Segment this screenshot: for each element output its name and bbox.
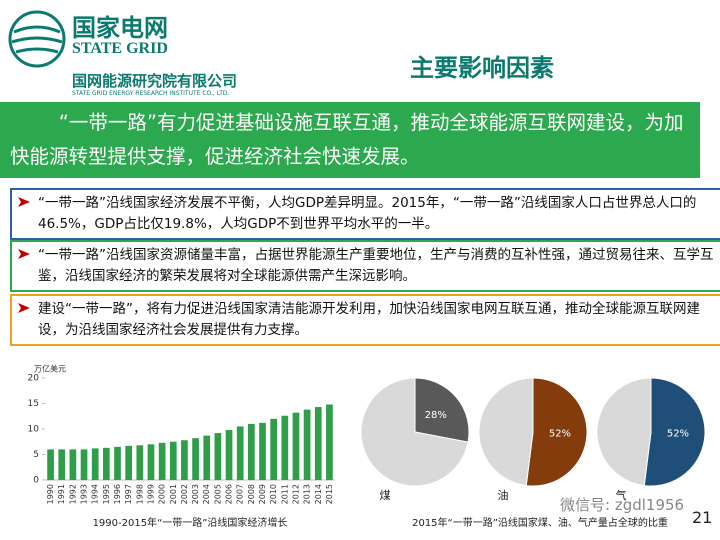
org-en: STATE GRID ENERGY RESEARCH INSTITUTE CO.… — [72, 90, 230, 97]
logo-en: STATE GRID — [72, 40, 168, 57]
bar — [292, 412, 300, 480]
pie-label: 气 — [616, 488, 627, 502]
bar — [214, 433, 222, 480]
bar-chart: 万亿美元 0 5 10 15 20 1990 1991 1992 1993 1994 1995 1996… — [28, 364, 335, 529]
bar — [80, 449, 88, 480]
bar — [303, 409, 311, 480]
logo-globe — [8, 10, 66, 68]
org-cn: 国网能源研究院有限公司 — [72, 72, 238, 90]
x-tick-label: 1999 — [146, 484, 155, 504]
bar — [281, 415, 289, 480]
bar — [136, 445, 144, 480]
bar — [58, 449, 66, 480]
x-tick-label: 2004 — [202, 484, 211, 504]
point-text: “一带一路”沿线国家经济发展不平衡，人均GDP差异明显。2015年，“一带一路”… — [38, 195, 697, 232]
bar — [114, 446, 121, 480]
bar — [326, 404, 333, 480]
chart-caption: 1990-2015年“一带一路”沿线国家经济增长 — [93, 516, 288, 529]
point-box: “一带一路”沿线国家资源储量丰富，占据世界能源生产重要地位，生产与消费的互补性强… — [10, 240, 720, 292]
bar — [169, 441, 177, 480]
x-tick-label: 2001 — [169, 484, 178, 504]
bar — [103, 447, 110, 480]
pie-label: 煤 — [380, 489, 391, 502]
x-tick-label: 2007 — [236, 484, 245, 504]
bullet-arrow — [18, 303, 30, 313]
x-tick-label: 2015 — [325, 484, 334, 504]
bar — [69, 449, 77, 480]
bar — [192, 438, 199, 480]
y-tick-label: 10 — [28, 425, 40, 435]
watermark: 微信号: zgdl1956 — [560, 496, 685, 514]
slide-title: 主要影响因素 — [410, 54, 554, 82]
x-tick-label: 2013 — [303, 484, 312, 504]
x-tick-label: 2012 — [291, 484, 300, 504]
x-tick-label: 2005 — [213, 484, 222, 504]
bar — [248, 423, 255, 480]
y-tick-label: 20 — [28, 374, 40, 384]
x-tick-label: 2014 — [314, 484, 323, 504]
bar — [158, 442, 166, 480]
bar — [236, 426, 244, 480]
x-tick-label: 1996 — [113, 484, 122, 504]
x-tick-label: 1993 — [80, 484, 89, 504]
y-tick-label: 5 — [33, 450, 39, 460]
page-number: 21 — [692, 508, 713, 527]
bar — [91, 448, 99, 480]
bar — [314, 407, 322, 480]
y-axis-label: 万亿美元 — [34, 364, 66, 374]
logo-cn: 国家电网 — [72, 14, 168, 42]
pie-label: 油 — [498, 488, 509, 502]
x-tick-label: 2002 — [180, 484, 189, 504]
bar — [259, 422, 266, 480]
x-tick-label: 1998 — [135, 484, 144, 504]
y-tick-label: 15 — [28, 399, 39, 409]
pie-slice — [596, 377, 652, 487]
x-tick-label: 2006 — [225, 484, 234, 504]
bar — [203, 435, 211, 480]
pie-charts: 28% 煤 52% 油 52% 气 2015年“一带一路”沿线国家煤、油、气产量占全球的比重 — [360, 377, 706, 529]
slice-label: 28% — [425, 410, 447, 421]
banner: “一带一路”有力促进基础设施互联互通，推动全球能源互联网建设，为加快能源转型提供… — [0, 102, 700, 178]
point-text: “一带一路”沿线国家资源储量丰富，占据世界能源生产重要地位，生产与消费的互补性强… — [38, 247, 714, 284]
x-tick-label: 1997 — [124, 484, 133, 504]
point-box: “一带一路”沿线国家经济发展不平衡，人均GDP差异明显。2015年，“一带一路”… — [10, 188, 720, 240]
x-tick-label: 1990 — [46, 484, 55, 504]
pie-slice — [525, 377, 588, 487]
slice-label: 52% — [667, 429, 689, 440]
x-tick-label: 2008 — [247, 484, 256, 504]
pie-slice — [414, 377, 470, 443]
slice-label: 52% — [549, 429, 571, 440]
bar — [225, 430, 233, 480]
bullet-arrow — [18, 249, 30, 259]
bullet-arrow — [18, 197, 30, 207]
pie-slice — [360, 377, 469, 487]
x-tick-label: 2009 — [258, 484, 267, 504]
pie-slice — [478, 377, 534, 487]
x-tick-label: 2000 — [158, 484, 167, 504]
point-box: 建设“一带一路”，将有力促进沿线国家清洁能源开发利用，加快沿线国家电网互联互通，… — [10, 294, 720, 346]
pie-slice — [643, 377, 706, 487]
bar — [181, 440, 188, 480]
bar — [125, 445, 132, 480]
x-tick-label: 1991 — [57, 484, 66, 504]
x-tick-label: 2010 — [269, 484, 278, 504]
x-tick-label: 2011 — [280, 484, 289, 504]
point-text: 建设“一带一路”，将有力促进沿线国家清洁能源开发利用，加快沿线国家电网互联互通，… — [38, 301, 700, 338]
y-tick-label: 0 — [33, 476, 39, 486]
bar — [47, 449, 54, 480]
x-tick-label: 2003 — [191, 484, 200, 504]
x-tick-label: 1992 — [68, 484, 77, 504]
x-tick-label: 1995 — [102, 484, 111, 504]
chart-caption: 2015年“一带一路”沿线国家煤、油、气产量占全球的比重 — [412, 516, 668, 529]
bar — [147, 444, 155, 480]
x-tick-label: 1994 — [91, 484, 100, 504]
bar — [270, 418, 277, 480]
